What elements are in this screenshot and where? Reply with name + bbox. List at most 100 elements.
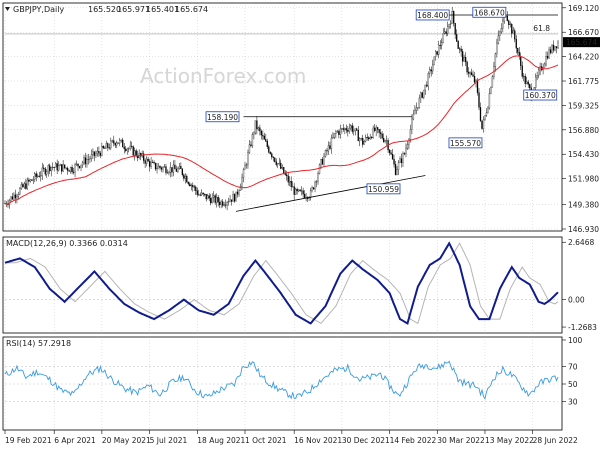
candle-body — [81, 162, 84, 166]
candle-body — [315, 181, 318, 183]
candle-body — [32, 179, 34, 181]
candle-body — [274, 157, 276, 162]
candle-body — [418, 97, 421, 108]
candle-body — [557, 41, 559, 49]
candle-body — [369, 137, 371, 140]
candle-body — [329, 145, 331, 149]
candle-body — [332, 137, 334, 139]
candle-body — [157, 165, 160, 169]
candle-body — [290, 181, 292, 188]
candle-body — [53, 167, 55, 168]
candle-body — [47, 165, 49, 172]
candle-body — [415, 107, 418, 111]
candle-body — [470, 72, 473, 75]
candle-body — [201, 192, 203, 196]
candle-body — [333, 133, 336, 138]
candle-body — [460, 48, 462, 52]
candle-body — [11, 196, 14, 200]
candle-body — [360, 138, 362, 140]
x-tick-label: 20 May 2021 — [102, 436, 151, 445]
candle-body — [357, 130, 359, 142]
candle-body — [168, 172, 170, 174]
candle-body — [192, 185, 194, 187]
candle-body — [521, 65, 523, 77]
x-tick-label: 30 Mar 2022 — [437, 436, 485, 445]
candle-body — [485, 112, 488, 116]
candle-body — [29, 179, 31, 182]
candle-body — [417, 107, 419, 109]
x-tick-label: 30 Dec 2021 — [342, 436, 390, 445]
fib-level-label: 61.8 — [533, 24, 550, 33]
candle-body — [277, 163, 279, 165]
candle-body — [394, 164, 397, 175]
candle-body — [204, 193, 206, 195]
candle-body — [421, 92, 424, 98]
candle-body — [551, 44, 553, 53]
y-tick-label: 154.430 — [568, 150, 599, 159]
y-tick-label: 0.00 — [568, 296, 585, 305]
candle-body — [497, 35, 500, 44]
candle-body — [86, 159, 88, 165]
candle-body — [186, 176, 188, 183]
candle-body — [289, 181, 291, 183]
candle-body — [506, 15, 508, 21]
candle-body — [217, 196, 219, 203]
candle-body — [454, 23, 456, 35]
candle-body — [309, 190, 312, 198]
candle-body — [359, 138, 361, 142]
candle-body — [433, 56, 435, 66]
candle-body — [414, 110, 416, 115]
moving-average-line — [4, 55, 559, 205]
candle-body — [464, 57, 467, 63]
candle-body — [207, 195, 209, 200]
candle-body — [52, 167, 54, 168]
candle-body — [120, 139, 122, 141]
candle-body — [256, 120, 258, 130]
candle-body — [287, 175, 289, 183]
candle-body — [420, 92, 422, 99]
candle-body — [96, 151, 99, 155]
candle-body — [171, 167, 173, 173]
price-annotation-label: 158.190 — [207, 113, 238, 122]
candle-body — [227, 201, 230, 203]
candle-body — [297, 189, 300, 192]
candle-body — [458, 48, 461, 50]
candle-body — [447, 26, 449, 34]
candle-body — [482, 119, 485, 129]
candle-body — [382, 138, 385, 142]
candle-body — [50, 167, 52, 172]
candle-body — [347, 130, 349, 132]
y-tick-label: 146.930 — [568, 225, 599, 234]
candle-body — [223, 204, 225, 206]
price-annotation-label: 150.959 — [368, 185, 399, 194]
candle-body — [165, 166, 167, 173]
candle-body — [478, 92, 480, 108]
candle-body — [269, 151, 271, 154]
candle-body — [126, 148, 128, 151]
rsi-line — [4, 360, 559, 400]
candle-body — [409, 129, 412, 140]
candle-body — [476, 79, 479, 93]
price-annotation-box — [415, 9, 450, 21]
candle-body — [427, 73, 429, 87]
price-annotation-label: 155.570 — [450, 139, 481, 148]
candle-body — [10, 196, 12, 201]
collapse-triangle-icon[interactable] — [5, 7, 10, 11]
candle-body — [368, 137, 370, 140]
candle-body — [469, 72, 471, 74]
candle-body — [245, 164, 248, 167]
macd-line — [4, 241, 559, 325]
candle-body — [148, 161, 151, 167]
price-annotation-box — [472, 6, 507, 18]
candle-body — [198, 194, 200, 196]
candle-body — [196, 190, 198, 195]
candle-body — [546, 56, 549, 59]
candle-body — [187, 181, 189, 184]
candle-body — [90, 154, 93, 159]
candle-body — [177, 168, 179, 172]
candle-body — [451, 11, 453, 24]
candle-body — [508, 20, 510, 25]
candle-body — [31, 179, 33, 181]
candle-body — [226, 202, 228, 206]
